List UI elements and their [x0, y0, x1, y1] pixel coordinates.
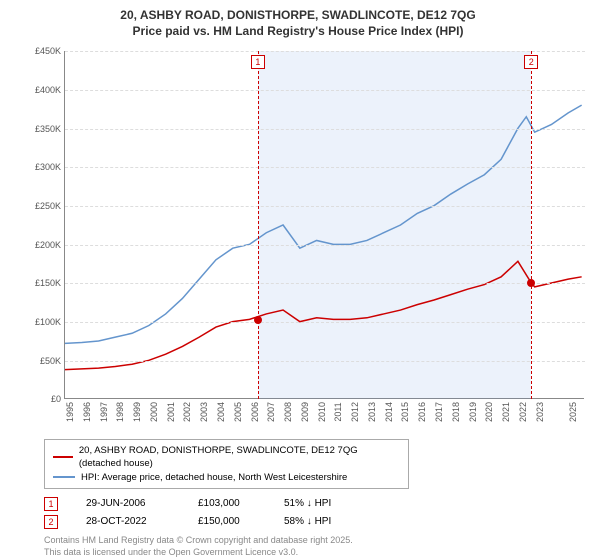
- legend-swatch-property: [53, 456, 73, 458]
- y-tick-label: £450K: [27, 46, 61, 56]
- gridline: [65, 322, 585, 323]
- x-tick-label: 2009: [300, 402, 310, 422]
- y-tick-label: £150K: [27, 278, 61, 288]
- series-line: [65, 262, 582, 370]
- footer-line-2: This data is licensed under the Open Gov…: [44, 547, 588, 559]
- marker-line: [258, 51, 259, 399]
- event-hpi-2: 58% ↓ HPI: [284, 513, 331, 531]
- legend-label-property: 20, ASHBY ROAD, DONISTHORPE, SWADLINCOTE…: [79, 444, 400, 471]
- event-price-2: £150,000: [198, 513, 256, 531]
- x-tick-label: 2003: [199, 402, 209, 422]
- x-tick-label: 2007: [266, 402, 276, 422]
- x-tick-label: 2011: [333, 403, 343, 422]
- y-tick-label: £400K: [27, 85, 61, 95]
- y-tick-label: £300K: [27, 162, 61, 172]
- y-tick-label: £100K: [27, 317, 61, 327]
- series-line: [65, 105, 582, 343]
- x-tick-label: 1997: [99, 402, 109, 422]
- x-tick-label: 2018: [451, 402, 461, 422]
- y-tick-label: £250K: [27, 201, 61, 211]
- legend-swatch-hpi: [53, 476, 75, 478]
- x-tick-label: 2025: [568, 402, 578, 422]
- event-hpi-1: 51% ↓ HPI: [284, 495, 331, 513]
- legend-label-hpi: HPI: Average price, detached house, Nort…: [81, 471, 347, 484]
- x-tick-label: 2014: [384, 402, 394, 422]
- footer-line-1: Contains HM Land Registry data © Crown c…: [44, 535, 588, 547]
- gridline: [65, 245, 585, 246]
- x-tick-label: 2006: [250, 402, 260, 422]
- line-svg: [65, 51, 585, 399]
- x-tick-label: 2015: [400, 402, 410, 422]
- x-tick-label: 2021: [501, 402, 511, 422]
- x-tick-label: 2000: [149, 402, 159, 422]
- x-tick-label: 2022: [518, 402, 528, 422]
- gridline: [65, 361, 585, 362]
- marker-label: 2: [524, 55, 538, 69]
- chart-container: 20, ASHBY ROAD, DONISTHORPE, SWADLINCOTE…: [0, 0, 600, 560]
- gridline: [65, 51, 585, 52]
- marker-dot: [254, 316, 262, 324]
- x-tick-label: 2005: [233, 402, 243, 422]
- title-line-1: 20, ASHBY ROAD, DONISTHORPE, SWADLINCOTE…: [8, 8, 588, 24]
- x-tick-label: 2004: [216, 402, 226, 422]
- x-tick-label: 2017: [434, 402, 444, 422]
- x-tick-label: 1999: [132, 402, 142, 422]
- event-marker-1: 1: [44, 497, 58, 511]
- x-tick-label: 2002: [182, 402, 192, 422]
- y-tick-label: £0: [27, 394, 61, 404]
- event-date-2: 28-OCT-2022: [86, 513, 170, 531]
- marker-line: [531, 51, 532, 399]
- x-tick-label: 1996: [82, 402, 92, 422]
- marker-dot: [527, 279, 535, 287]
- x-tick-label: 2013: [367, 402, 377, 422]
- event-row-1: 1 29-JUN-2006 £103,000 51% ↓ HPI: [44, 495, 588, 513]
- gridline: [65, 206, 585, 207]
- gridline: [65, 129, 585, 130]
- x-tick-label: 2012: [350, 402, 360, 422]
- events-table: 1 29-JUN-2006 £103,000 51% ↓ HPI 2 28-OC…: [44, 495, 588, 531]
- event-price-1: £103,000: [198, 495, 256, 513]
- plot-region: £0£50K£100K£150K£200K£250K£300K£350K£400…: [64, 51, 584, 399]
- title-line-2: Price paid vs. HM Land Registry's House …: [8, 24, 588, 40]
- legend-item-hpi: HPI: Average price, detached house, Nort…: [53, 471, 400, 484]
- legend: 20, ASHBY ROAD, DONISTHORPE, SWADLINCOTE…: [44, 439, 409, 489]
- y-tick-label: £50K: [27, 356, 61, 366]
- legend-item-property: 20, ASHBY ROAD, DONISTHORPE, SWADLINCOTE…: [53, 444, 400, 471]
- footer: Contains HM Land Registry data © Crown c…: [44, 535, 588, 558]
- y-tick-label: £200K: [27, 240, 61, 250]
- y-tick-label: £350K: [27, 124, 61, 134]
- marker-label: 1: [251, 55, 265, 69]
- x-tick-label: 1995: [65, 402, 75, 422]
- gridline: [65, 167, 585, 168]
- x-tick-label: 2023: [535, 402, 545, 422]
- x-tick-label: 2016: [417, 402, 427, 422]
- event-row-2: 2 28-OCT-2022 £150,000 58% ↓ HPI: [44, 513, 588, 531]
- gridline: [65, 90, 585, 91]
- gridline: [65, 283, 585, 284]
- event-date-1: 29-JUN-2006: [86, 495, 170, 513]
- x-tick-label: 2019: [468, 402, 478, 422]
- event-marker-2: 2: [44, 515, 58, 529]
- x-tick-label: 2020: [484, 402, 494, 422]
- x-tick-label: 2001: [166, 402, 176, 422]
- chart-title: 20, ASHBY ROAD, DONISTHORPE, SWADLINCOTE…: [8, 8, 588, 39]
- chart-area: £0£50K£100K£150K£200K£250K£300K£350K£400…: [36, 43, 596, 433]
- x-tick-label: 1998: [115, 402, 125, 422]
- x-tick-label: 2010: [317, 402, 327, 422]
- x-tick-label: 2008: [283, 402, 293, 422]
